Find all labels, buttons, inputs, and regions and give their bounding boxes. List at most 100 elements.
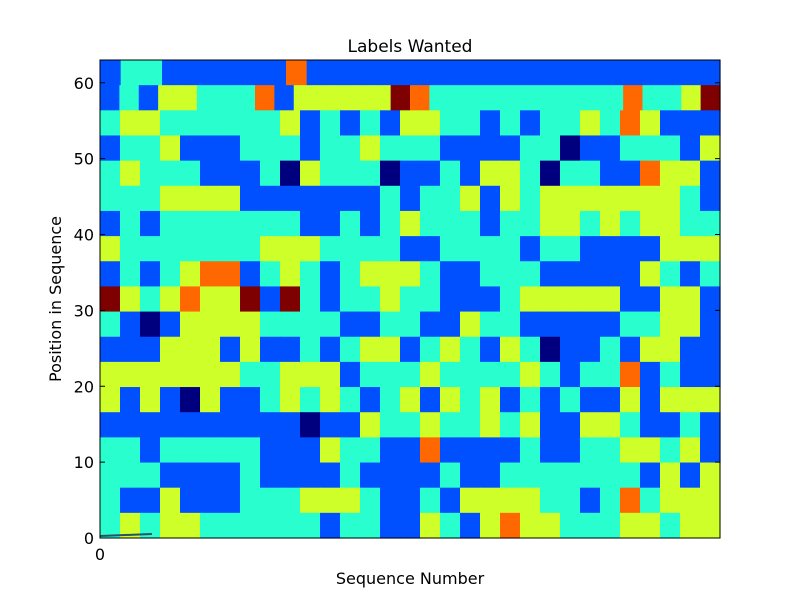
heatmap-cell — [360, 110, 381, 136]
heatmap-cell — [660, 236, 681, 262]
heatmap-cell — [260, 286, 281, 312]
heatmap-cell — [100, 110, 121, 136]
heatmap-cell — [480, 186, 501, 212]
heatmap-cell — [600, 261, 621, 287]
heatmap-cell — [200, 437, 221, 463]
heatmap-cell — [224, 60, 245, 86]
heatmap-cell — [360, 286, 381, 312]
x-axis-ticks: 0 — [95, 545, 105, 564]
heatmap-cell — [180, 312, 201, 338]
heatmap-cell — [660, 110, 681, 136]
heatmap-cell — [320, 286, 341, 312]
heatmap-cell — [420, 387, 441, 413]
heatmap-cell — [260, 110, 281, 136]
heatmap-cell — [420, 261, 441, 287]
heatmap-cell — [360, 161, 381, 187]
heatmap-cell — [600, 488, 621, 514]
heatmap-cell — [240, 211, 261, 237]
heatmap-cell — [440, 387, 461, 413]
heatmap-cell — [620, 186, 641, 212]
heatmap-cell — [120, 110, 141, 136]
heatmap-cell — [120, 312, 141, 338]
heatmap-cell — [520, 513, 541, 539]
heatmap-cell — [380, 286, 401, 312]
heatmap-cell — [100, 186, 121, 212]
heatmap-cell — [620, 387, 641, 413]
heatmap-cell — [480, 236, 501, 262]
heatmap-cell — [274, 85, 294, 111]
heatmap-cell — [580, 236, 601, 262]
heatmap-cell — [220, 488, 241, 514]
heatmap-cell — [380, 110, 401, 136]
heatmap-cell — [620, 135, 641, 161]
heatmap-cell — [700, 463, 721, 489]
heatmap-cell — [480, 437, 501, 463]
heatmap-cell — [560, 312, 581, 338]
heatmap-cell — [420, 488, 441, 514]
heatmap-cell — [180, 387, 201, 413]
heatmap-cell — [680, 337, 701, 363]
heatmap-cell — [139, 85, 159, 111]
heatmap-cell — [240, 236, 261, 262]
heatmap-cell — [400, 236, 421, 262]
heatmap-cell — [520, 161, 541, 187]
heatmap-cell — [620, 463, 641, 489]
heatmap-cell — [660, 312, 681, 338]
heatmap-cell — [220, 161, 241, 187]
heatmap-cell — [200, 186, 221, 212]
heatmap-cell — [420, 412, 441, 438]
heatmap-cell — [680, 513, 701, 539]
heatmap-cell — [555, 60, 576, 86]
heatmap-cell — [480, 161, 501, 187]
heatmap-cell — [700, 488, 721, 514]
heatmap-cell — [540, 161, 561, 187]
heatmap-cell — [240, 362, 261, 388]
heatmap-cell — [200, 236, 221, 262]
heatmap-cell — [307, 60, 328, 86]
heatmap-cell — [472, 60, 493, 86]
y-tick-label: 20 — [74, 377, 94, 396]
heatmap-cell — [140, 337, 161, 363]
heatmap-cell — [500, 437, 521, 463]
heatmap-cell — [140, 211, 161, 237]
heatmap-cell — [620, 362, 641, 388]
heatmap-cell — [600, 286, 621, 312]
heatmap-cell — [120, 362, 141, 388]
heatmap-cell — [380, 488, 401, 514]
heatmap-cell — [580, 286, 601, 312]
heatmap-cell — [460, 135, 481, 161]
heatmap-cell — [540, 463, 561, 489]
heatmap-cell — [420, 286, 441, 312]
heatmap-cell — [500, 161, 521, 187]
y-tick-label: 50 — [74, 150, 94, 169]
heatmap-cell — [245, 60, 266, 86]
heatmap-cell — [680, 312, 701, 338]
heatmap-cell — [620, 437, 641, 463]
heatmap-cell — [420, 236, 441, 262]
heatmap-cell — [580, 161, 601, 187]
heatmap-cell — [320, 488, 341, 514]
heatmap-cell — [400, 312, 421, 338]
heatmap-cell — [580, 211, 601, 237]
heatmap-cell — [160, 488, 181, 514]
heatmap-cell — [460, 463, 481, 489]
heatmap-cell — [700, 513, 721, 539]
heatmap-cell — [300, 312, 321, 338]
heatmap-cell — [300, 513, 321, 539]
heatmap-cell — [680, 412, 701, 438]
heatmap-cell — [140, 135, 161, 161]
heatmap-cell — [360, 337, 381, 363]
heatmap-cell — [400, 186, 421, 212]
heatmap-cell — [280, 261, 301, 287]
heatmap-cell — [700, 135, 721, 161]
heatmap-cell — [200, 261, 221, 287]
heatmap-cell — [220, 211, 241, 237]
heatmap-cell — [260, 312, 281, 338]
heatmap-cell — [220, 186, 241, 212]
heatmap-cell — [410, 85, 430, 111]
heatmap-cell — [680, 211, 701, 237]
heatmap-cell — [220, 110, 241, 136]
heatmap-cell — [300, 437, 321, 463]
heatmap-cell — [449, 85, 469, 111]
heatmap-cell — [400, 513, 421, 539]
